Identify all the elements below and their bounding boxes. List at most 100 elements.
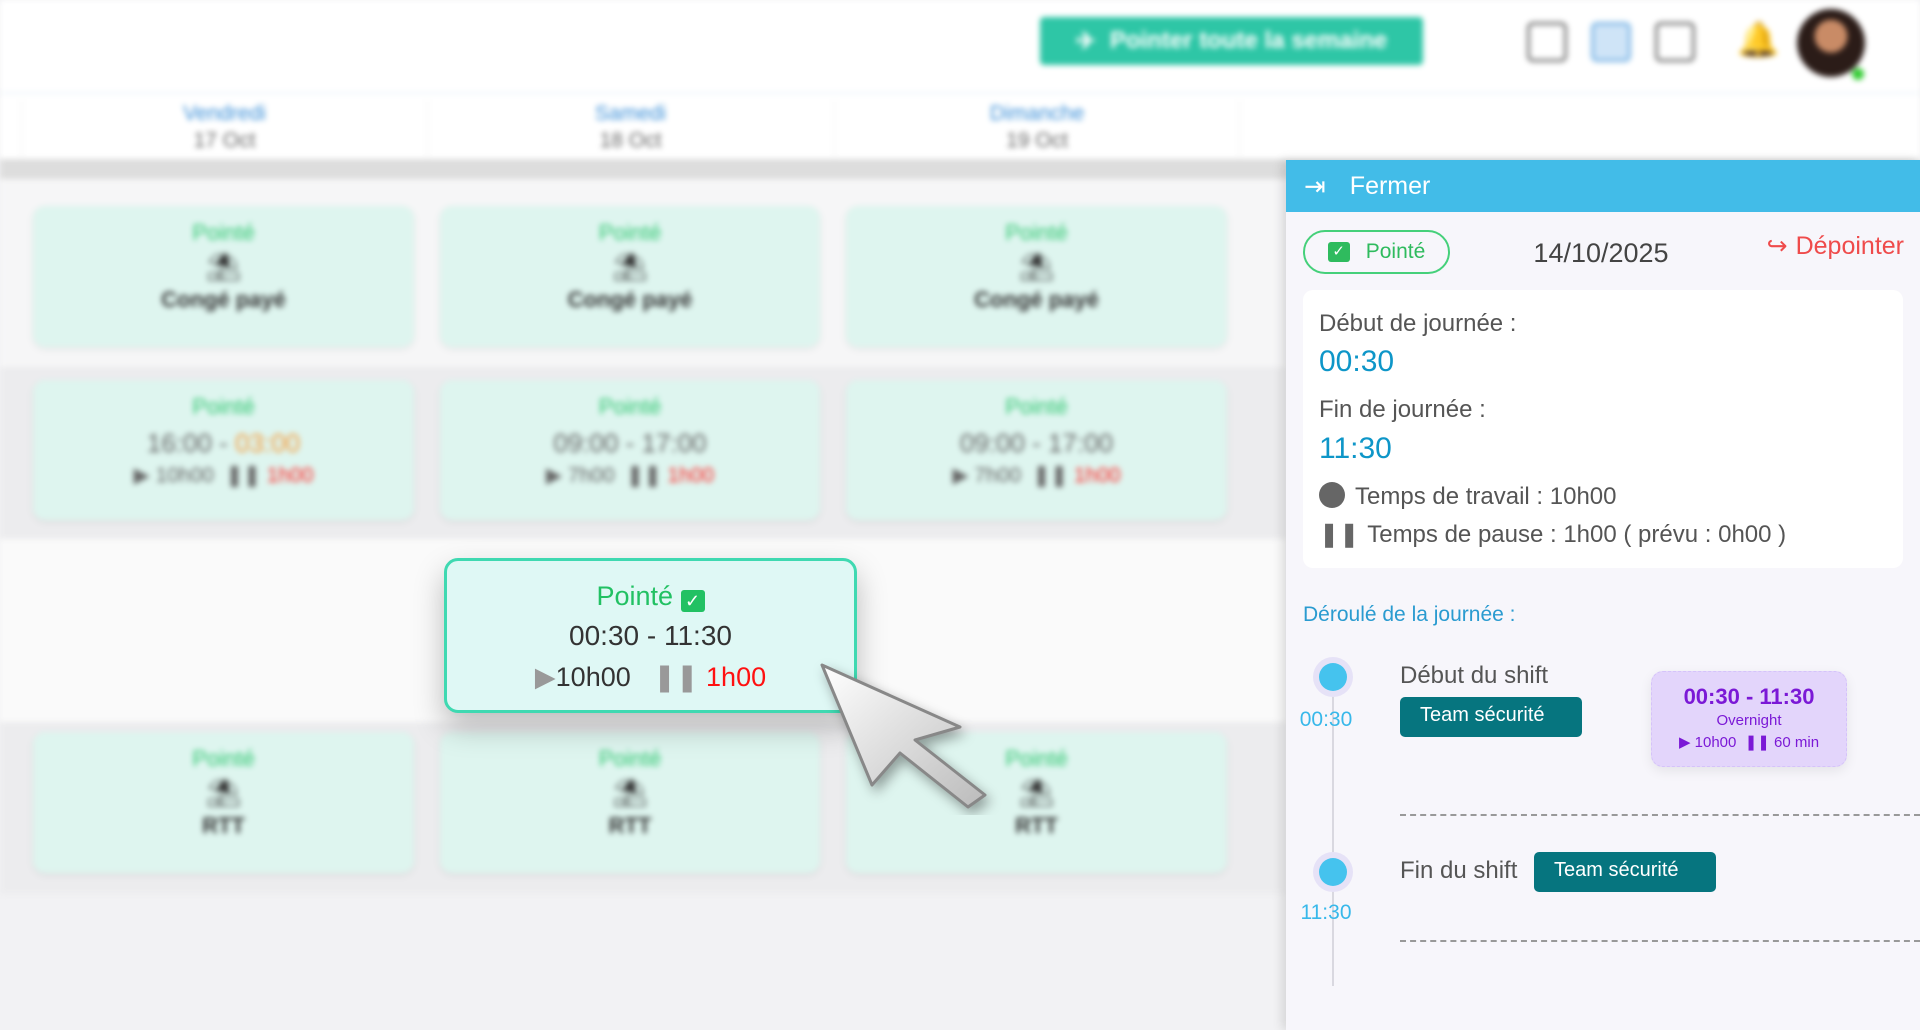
shift-start: 16:00 <box>146 428 212 458</box>
end-label: Fin de journée : <box>1319 396 1486 423</box>
calendar-clock-icon[interactable] <box>1527 22 1567 62</box>
unclock-label: Dépointer <box>1795 231 1904 260</box>
timeline-dot <box>1319 663 1347 691</box>
end-time: 11:30 <box>1319 432 1392 465</box>
pause-time: 1h00 <box>266 464 314 487</box>
work-time: 10h00 <box>555 662 631 692</box>
work-time: 7h00 <box>567 464 615 487</box>
day-date: 18 Oct <box>599 129 662 152</box>
leave-label: Congé payé <box>974 287 1099 312</box>
day-header: Samedi 18 Oct <box>427 100 833 158</box>
week-button-label: Pointer toute la semaine <box>1109 27 1388 54</box>
beach-icon: ⛱ <box>612 251 648 282</box>
status: Pointé <box>598 394 662 419</box>
rtt-label: RTT <box>608 813 652 838</box>
shift-summary-card: 00:30 - 11:30 Overnight ▶ 10h00 ❚❚ 60 mi… <box>1651 671 1847 767</box>
close-label: Fermer <box>1349 171 1431 200</box>
pause-time: Temps de pause : 1h00 ( prévu : 0h00 ) <box>1367 521 1787 548</box>
bell-icon[interactable]: 🔔 <box>1737 21 1780 59</box>
status: Pointé <box>1005 746 1068 771</box>
check-box-icon: ✓ <box>680 590 705 612</box>
unclock-button[interactable]: ↪ Dépointer <box>1767 231 1904 261</box>
day-summary-card: Début de journée : 00:30 Fin de journée … <box>1303 290 1903 568</box>
status: Pointé <box>598 746 662 771</box>
status: Pointé <box>192 220 255 245</box>
shift-end: 03:00 <box>235 428 301 458</box>
day-date: 17 Oct <box>193 129 256 152</box>
team-badge[interactable]: Team sécurité <box>1400 697 1582 737</box>
pause-time: 60 min <box>1774 734 1820 751</box>
online-status-dot <box>1852 68 1864 80</box>
divider <box>1400 814 1920 816</box>
timeline-dot <box>1319 858 1347 886</box>
day-date: 19 Oct <box>1006 129 1068 152</box>
leave-card[interactable]: Pointé ⛱ Congé payé <box>33 206 414 347</box>
exit-arrow-icon: ⇥ <box>1304 170 1326 201</box>
pause-icon: ❚❚ <box>653 662 699 692</box>
rtt-label: RTT <box>1015 813 1058 838</box>
status: Pointé <box>596 581 674 611</box>
timeline-line <box>1332 677 1334 986</box>
play-icon: ▶ <box>534 662 556 692</box>
clock-whole-week-button[interactable]: ✈ Pointer toute la semaine <box>1040 17 1423 65</box>
rocket-icon: ✈ <box>1075 27 1096 55</box>
timeline-title: Déroulé de la journée : <box>1303 603 1516 626</box>
shift-range: 00:30 - 11:30 <box>1683 684 1815 709</box>
beach-icon: ⛱ <box>205 777 242 808</box>
shift-card[interactable]: Pointé 09:00 - 17:00 ▶ 7h00 ❚❚ 1h00 <box>846 380 1227 520</box>
rtt-card[interactable]: Pointé ⛱ RTT <box>33 732 414 873</box>
check-box-icon: ✓ <box>1327 242 1350 262</box>
status: Pointé <box>1005 220 1068 245</box>
start-label: Début de journée : <box>1319 310 1517 337</box>
day-header: Dimanche 19 Oct <box>834 100 1240 158</box>
pause-time: 1h00 <box>1073 464 1121 487</box>
rtt-card[interactable]: Pointé ⛱ RTT <box>440 732 820 873</box>
week-header <box>0 92 1920 159</box>
shift-card[interactable]: Pointé 16:00 - 03:00 ▶ 10h00 ❚❚ 1h00 <box>33 380 414 520</box>
top-bar <box>0 0 1920 92</box>
day-header: Vendredi 17 Oct <box>21 100 427 158</box>
status: Pointé <box>598 220 662 245</box>
mouse-cursor-icon <box>820 663 987 809</box>
leave-card[interactable]: Pointé ⛱ Congé payé <box>846 206 1227 347</box>
share-icon: ↪ <box>1766 232 1788 260</box>
status: Pointé <box>192 746 255 771</box>
day-name: Vendredi <box>183 102 266 125</box>
pause-icon: ❚❚ <box>1744 734 1770 751</box>
shift-range: 00:30 - 11:30 <box>569 620 732 651</box>
shift-start: 09:00 <box>959 428 1025 458</box>
play-icon: ▶ <box>1678 734 1691 751</box>
shift-end: 17:00 <box>1048 428 1114 458</box>
shift-start: 09:00 <box>553 428 619 458</box>
pause-time: 1h00 <box>706 662 767 692</box>
pause-time: 1h00 <box>667 464 715 487</box>
shift-end: 17:00 <box>641 428 707 458</box>
timeline-label: Fin du shift <box>1400 857 1518 884</box>
calendar-icon[interactable] <box>1591 22 1631 62</box>
timeline-time: 11:30 <box>1300 901 1352 924</box>
clock-icon <box>1319 482 1345 508</box>
work-time: 7h00 <box>974 464 1022 487</box>
close-panel-button[interactable]: ⇥ Fermer <box>1286 160 1920 212</box>
shift-card[interactable]: Pointé 09:00 - 17:00 ▶ 7h00 ❚❚ 1h00 <box>440 380 820 520</box>
rtt-label: RTT <box>202 813 245 838</box>
leave-card[interactable]: Pointé ⛱ Congé payé <box>440 206 820 347</box>
calendar-grid-icon[interactable] <box>1655 22 1695 62</box>
beach-icon: ⛱ <box>612 777 648 808</box>
highlighted-shift-card[interactable]: Pointé ✓ 00:30 - 11:30 ▶10h00 ❚❚ 1h00 <box>444 558 857 713</box>
team-badge[interactable]: Team sécurité <box>1534 852 1716 892</box>
status: Pointé <box>192 394 255 419</box>
beach-icon: ⛱ <box>1018 251 1055 282</box>
leave-label: Congé payé <box>161 287 286 312</box>
work-time: 10h00 <box>155 464 214 487</box>
divider <box>1400 940 1920 942</box>
leave-label: Congé payé <box>567 287 693 312</box>
day-name: Dimanche <box>989 102 1085 125</box>
shift-type: Overnight <box>1716 712 1782 729</box>
beach-icon: ⛱ <box>1018 777 1055 808</box>
detail-panel: ⇥ Fermer ✓ Pointé 14/10/2025 ↪ Dépointer Dé… <box>1286 160 1920 1030</box>
status-badge: ✓ Pointé <box>1303 230 1450 274</box>
timeline-time: 00:30 <box>1299 708 1353 731</box>
pause-icon: ❚❚ <box>1319 521 1360 548</box>
avatar[interactable] <box>1797 9 1865 77</box>
